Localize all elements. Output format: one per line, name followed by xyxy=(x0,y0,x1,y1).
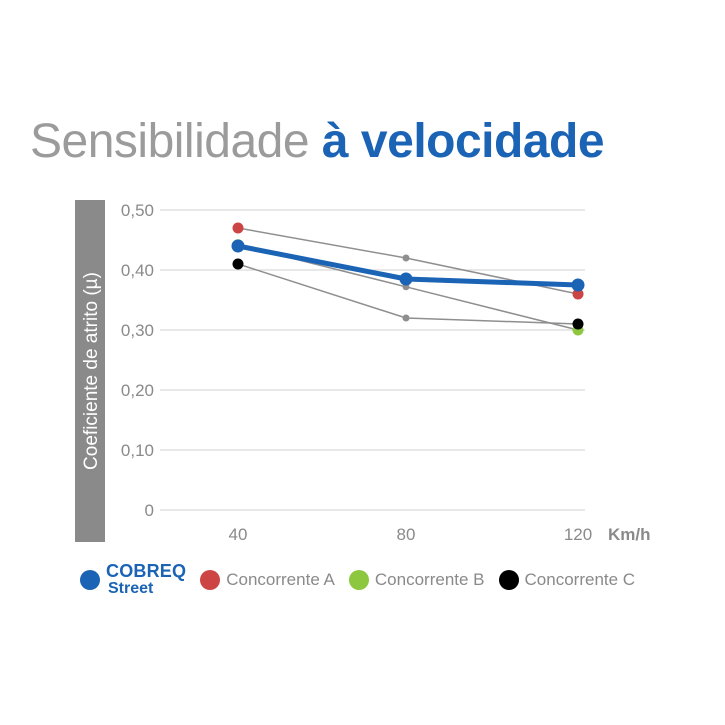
legend: COBREQ Street Concorrente A Concorrente … xyxy=(80,558,649,602)
legend-item-concorrente-c: Concorrente C xyxy=(498,570,636,590)
data-point-cobreq-street xyxy=(231,239,245,253)
legend-marker-concorrente-c xyxy=(498,570,519,590)
y-axis-label: Coeficiente de atrito (µ) xyxy=(81,272,102,470)
data-point-concorrente-a xyxy=(402,254,410,262)
y-tick-label: 0,40 xyxy=(121,261,154,280)
title-bold: à velocidade xyxy=(321,115,605,168)
data-point-concorrente-a xyxy=(232,222,244,234)
x-tick-label: 120 xyxy=(564,525,592,544)
y-axis-label-box xyxy=(75,200,105,542)
x-tick-label: 80 xyxy=(397,525,416,544)
data-point-concorrente-a xyxy=(572,288,584,300)
data-point-concorrente-c xyxy=(232,258,244,270)
legend-label-concorrente-a: Concorrente A xyxy=(226,570,335,589)
legend-marker-concorrente-b xyxy=(348,570,369,590)
y-tick-label: 0 xyxy=(145,501,154,520)
brand-name: COBREQ xyxy=(106,561,187,581)
data-point-cobreq-street xyxy=(399,272,413,286)
y-tick-label: 0,30 xyxy=(121,321,154,340)
chart-title: Sensibilidade à velocidade xyxy=(30,112,710,172)
x-tick-label: 40 xyxy=(229,525,248,544)
legend-item-concorrente-a: Concorrente A xyxy=(200,570,335,590)
legend-item-concorrente-b: Concorrente B xyxy=(348,570,485,590)
legend-label-concorrente-c: Concorrente C xyxy=(524,570,636,589)
brand-product: Street xyxy=(108,580,154,597)
legend-marker-cobreq-street xyxy=(80,570,100,590)
legend-item-cobreq-street: COBREQ Street xyxy=(80,561,187,597)
title-light: Sensibilidade xyxy=(30,115,310,168)
x-axis-unit-label: Km/h xyxy=(608,525,651,544)
data-point-concorrente-c xyxy=(572,318,584,330)
data-point-concorrente-c xyxy=(402,314,410,322)
legend-label-concorrente-b: Concorrente B xyxy=(374,570,485,589)
y-tick-label: 0,50 xyxy=(121,201,154,220)
y-tick-label: 0,10 xyxy=(121,441,154,460)
data-point-cobreq-street xyxy=(571,278,585,292)
brand-logo-cobreq-street: COBREQ Street xyxy=(106,561,187,597)
y-tick-label: 0,20 xyxy=(121,381,154,400)
legend-marker-concorrente-a xyxy=(200,570,221,590)
